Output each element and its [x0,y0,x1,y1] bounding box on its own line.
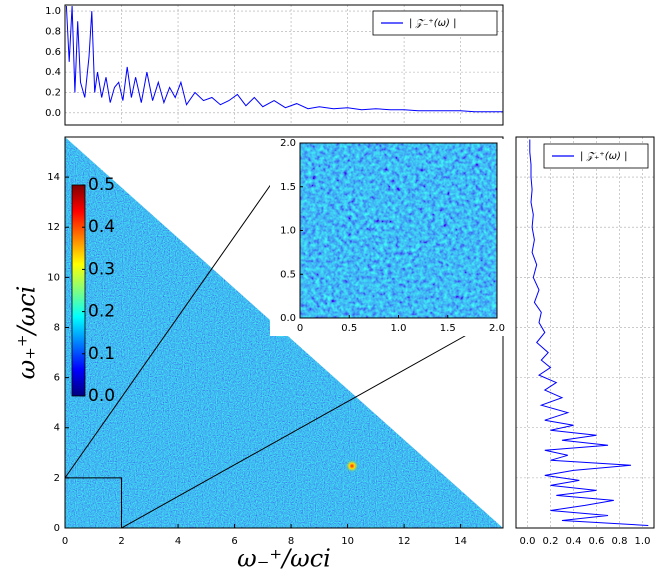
x-tick-label: 10 [341,536,354,547]
spectrum-line [65,5,503,113]
inset-map [300,143,497,318]
spectrum-line [529,139,649,526]
inset-y-tick-label: 1.5 [280,182,296,193]
inset-x-tick-label: 1.5 [440,323,456,334]
colorbar-tick-label: 0.3 [88,259,115,279]
axes-frame [515,136,655,529]
y-tick-label: 6 [54,373,60,384]
y-tick-label: 2 [54,473,60,484]
axes-frame [299,142,498,319]
y-tick-label: 14 [47,172,60,183]
x-tick-label: 0.2 [543,536,559,547]
colorbar-tick-label: 0.4 [88,217,115,237]
inset-y-tick-label: 2.0 [280,138,296,149]
axes-frame [64,4,504,126]
inset-y-tick-label: 0.5 [280,269,296,280]
y-tick-label: 8 [54,322,60,333]
x-tick-label: 1.0 [635,536,651,547]
hot-spot [345,459,359,473]
y-tick-label: 0.2 [45,87,61,98]
x-axis-label: ω₋⁺/ωci [237,545,331,573]
inset-x-tick-label: 1.0 [391,323,407,334]
y-tick-label: 4 [54,423,60,434]
y-tick-label: 12 [47,222,60,233]
y-tick-label: 1.0 [45,6,61,17]
y-tick-label: 0.6 [45,47,61,58]
colorbar-tick-label: 0.5 [88,175,115,195]
inset-y-tick-label: 1.0 [280,226,296,237]
inset-x-tick-label: 0.5 [341,323,357,334]
x-tick-label: 0.0 [520,536,536,547]
zoom-connector [64,142,301,479]
y-tick-label: 0 [54,523,60,534]
colorbar [71,184,86,397]
x-tick-label: 4 [175,536,181,547]
inset-y-tick-label: 0.0 [280,313,296,324]
legend-label: | 𝒵₋⁺(ω) | [409,18,456,29]
y-tick-label: 0.0 [45,108,61,119]
x-tick-label: 0.8 [612,536,628,547]
inset-x-tick-label: 2.0 [489,323,505,334]
zoom-connector [121,317,498,529]
x-tick-label: 0 [62,536,68,547]
y-tick-label: 0.4 [45,67,61,78]
y-tick-label: 10 [47,272,60,283]
y-tick-label: 0.8 [45,26,61,37]
x-tick-label: 6 [231,536,237,547]
x-tick-label: 14 [454,536,467,547]
legend-label: | 𝒵₊⁺(ω) | [580,151,627,162]
x-tick-label: 2 [118,536,124,547]
y-axis-label: ω₊⁺/ωci [13,286,41,380]
colorbar-tick-label: 0.1 [88,344,115,364]
zoom-box [64,477,123,529]
colorbar-tick-label: 0.2 [88,302,115,322]
x-tick-label: 12 [398,536,411,547]
x-tick-label: 8 [288,536,294,547]
inset-x-tick-label: 0 [297,323,303,334]
colorbar-tick-label: 0.0 [88,386,115,406]
x-tick-label: 0.6 [589,536,605,547]
x-tick-label: 0.4 [566,536,582,547]
